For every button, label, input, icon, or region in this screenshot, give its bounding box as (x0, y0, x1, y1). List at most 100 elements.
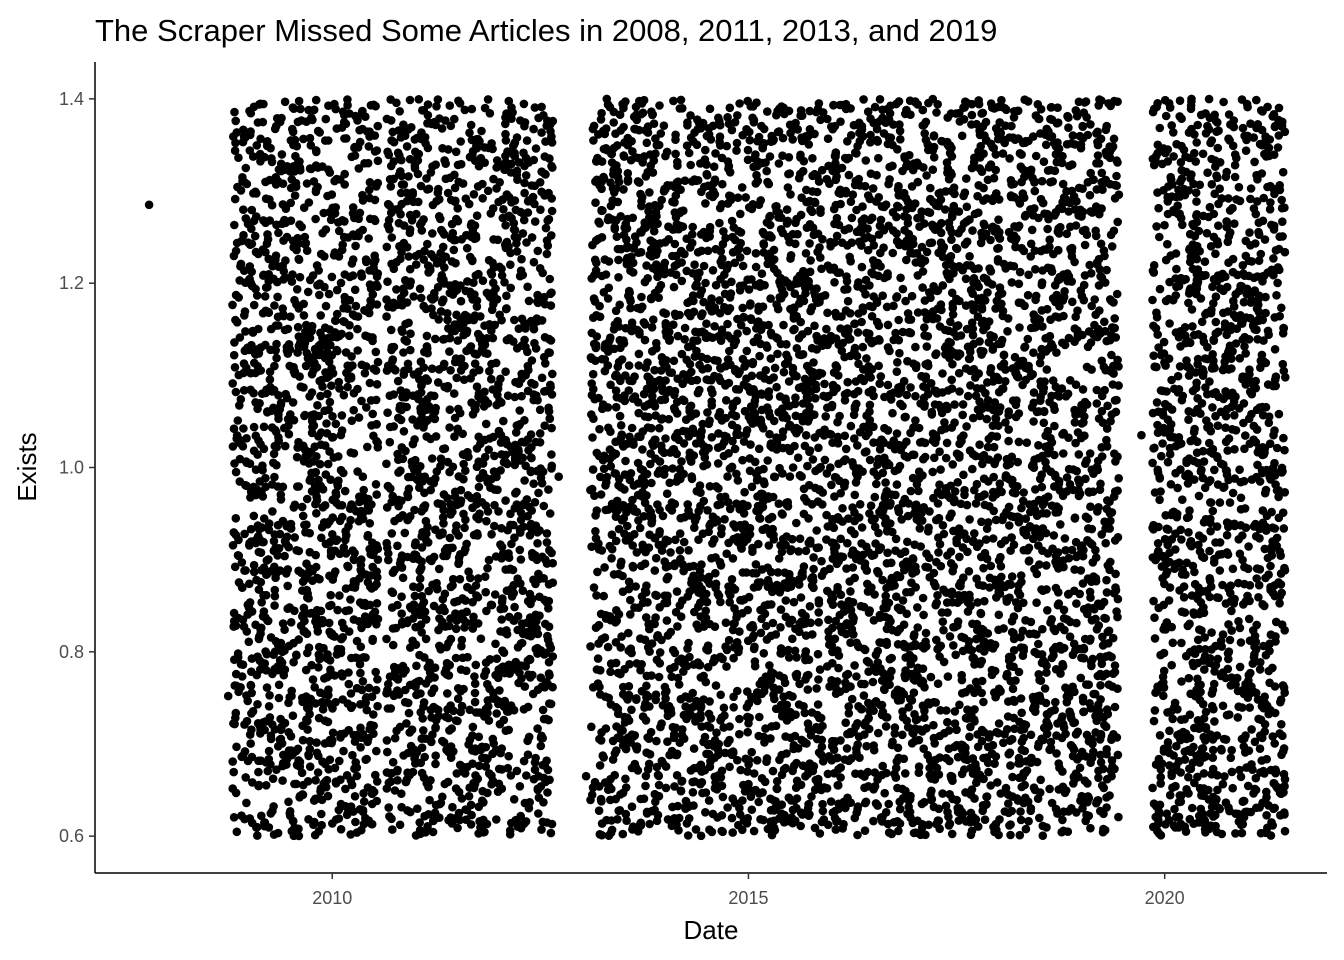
data-point (230, 562, 240, 572)
data-point (484, 769, 494, 778)
data-point (481, 742, 491, 752)
data-point (231, 669, 241, 679)
data-point (941, 453, 951, 463)
data-point (619, 151, 628, 160)
data-point (320, 323, 330, 333)
data-point (726, 590, 735, 600)
data-point (387, 529, 397, 538)
data-point (547, 132, 556, 141)
data-point (261, 717, 271, 726)
data-point (413, 156, 423, 165)
data-point (234, 535, 243, 545)
data-point (313, 768, 323, 777)
data-point (399, 751, 408, 760)
data-point (868, 184, 878, 193)
data-point (355, 137, 365, 147)
data-point (262, 683, 272, 692)
data-point (493, 235, 503, 245)
data-point (547, 288, 556, 298)
data-point (950, 400, 959, 409)
data-point (546, 382, 555, 392)
data-point (396, 386, 406, 395)
data-point (281, 218, 290, 228)
data-point (356, 723, 365, 733)
data-point (468, 150, 477, 160)
data-point (457, 641, 466, 651)
data-point (669, 96, 678, 106)
data-point (265, 691, 274, 700)
data-point (370, 607, 380, 617)
data-point (416, 357, 426, 367)
data-point (396, 466, 405, 476)
data-point (456, 358, 465, 368)
data-point (367, 421, 376, 430)
data-point (637, 292, 646, 302)
data-point (1100, 317, 1109, 327)
data-point (782, 205, 792, 214)
data-point (348, 701, 357, 711)
data-point (308, 271, 318, 280)
data-point (382, 736, 392, 745)
data-point (426, 434, 435, 444)
data-point (287, 277, 297, 286)
data-point (293, 482, 302, 491)
data-point (942, 706, 951, 715)
data-point (1020, 746, 1030, 756)
data-point (390, 205, 400, 214)
data-point (530, 765, 540, 774)
data-point (738, 796, 747, 805)
data-point (483, 708, 492, 718)
data-point (292, 546, 301, 555)
data-point (394, 455, 403, 465)
data-point (302, 585, 312, 595)
data-point (241, 480, 250, 490)
data-point (781, 596, 791, 605)
data-point (273, 177, 283, 186)
data-point (481, 419, 491, 429)
data-point (666, 627, 676, 637)
data-point (272, 114, 282, 123)
data-point (472, 499, 481, 509)
data-point (344, 522, 353, 531)
data-point (757, 121, 766, 131)
data-point (510, 196, 520, 205)
data-point (434, 365, 444, 374)
data-point (397, 443, 407, 452)
data-point (489, 174, 498, 184)
data-point (358, 514, 367, 523)
data-point (545, 414, 554, 423)
data-point (794, 547, 803, 556)
data-point (263, 234, 273, 244)
data-point (541, 223, 551, 233)
data-point (228, 757, 237, 766)
data-point (262, 556, 272, 565)
data-point (701, 278, 710, 288)
data-point (314, 642, 324, 652)
data-point (246, 680, 256, 690)
data-point (606, 795, 615, 805)
data-point (290, 779, 299, 789)
data-point (348, 502, 357, 512)
data-point (251, 212, 261, 221)
data-point (913, 623, 922, 632)
data-point (237, 582, 247, 592)
data-point (510, 232, 520, 242)
data-point (453, 694, 463, 703)
data-point (236, 395, 246, 404)
data-point (246, 127, 255, 136)
data-point (266, 324, 276, 334)
data-point (252, 822, 262, 832)
data-point (327, 351, 337, 360)
data-point (261, 218, 270, 228)
data-point (957, 632, 966, 642)
data-point (516, 555, 526, 564)
data-point (242, 434, 251, 443)
data-point (655, 101, 664, 110)
data-point (878, 105, 887, 115)
data-point (436, 461, 445, 471)
data-point (488, 694, 498, 703)
data-point (485, 366, 494, 376)
data-point (339, 117, 349, 127)
data-point (435, 114, 444, 123)
data-point (353, 730, 363, 739)
